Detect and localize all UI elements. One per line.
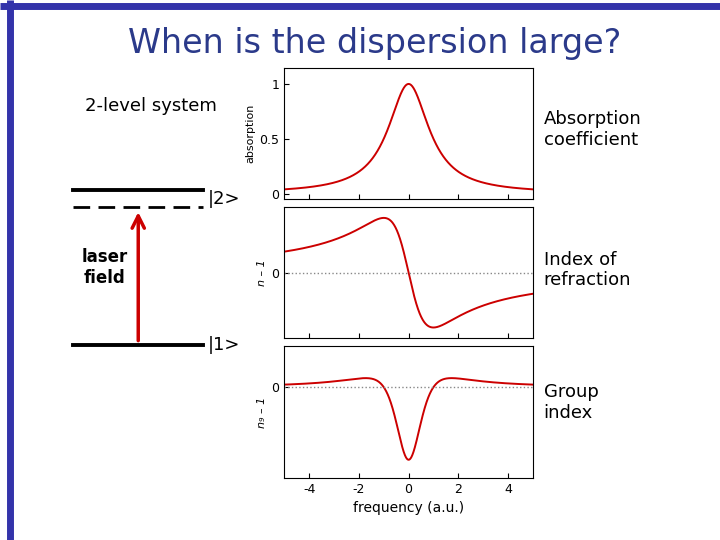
Text: Index of
refraction: Index of refraction bbox=[544, 251, 631, 289]
Text: Absorption
coefficient: Absorption coefficient bbox=[544, 110, 642, 149]
X-axis label: frequency (a.u.): frequency (a.u.) bbox=[353, 501, 464, 515]
Text: laser
field: laser field bbox=[81, 248, 127, 287]
Y-axis label: n₉ – 1: n₉ – 1 bbox=[257, 396, 267, 428]
Text: Group
index: Group index bbox=[544, 383, 598, 422]
Y-axis label: absorption: absorption bbox=[246, 104, 256, 163]
Text: When is the dispersion large?: When is the dispersion large? bbox=[127, 27, 621, 60]
Text: 2-level system: 2-level system bbox=[85, 97, 217, 114]
Text: |1>: |1> bbox=[208, 336, 240, 354]
Text: |2>: |2> bbox=[208, 190, 240, 207]
Y-axis label: n – 1: n – 1 bbox=[257, 259, 267, 286]
